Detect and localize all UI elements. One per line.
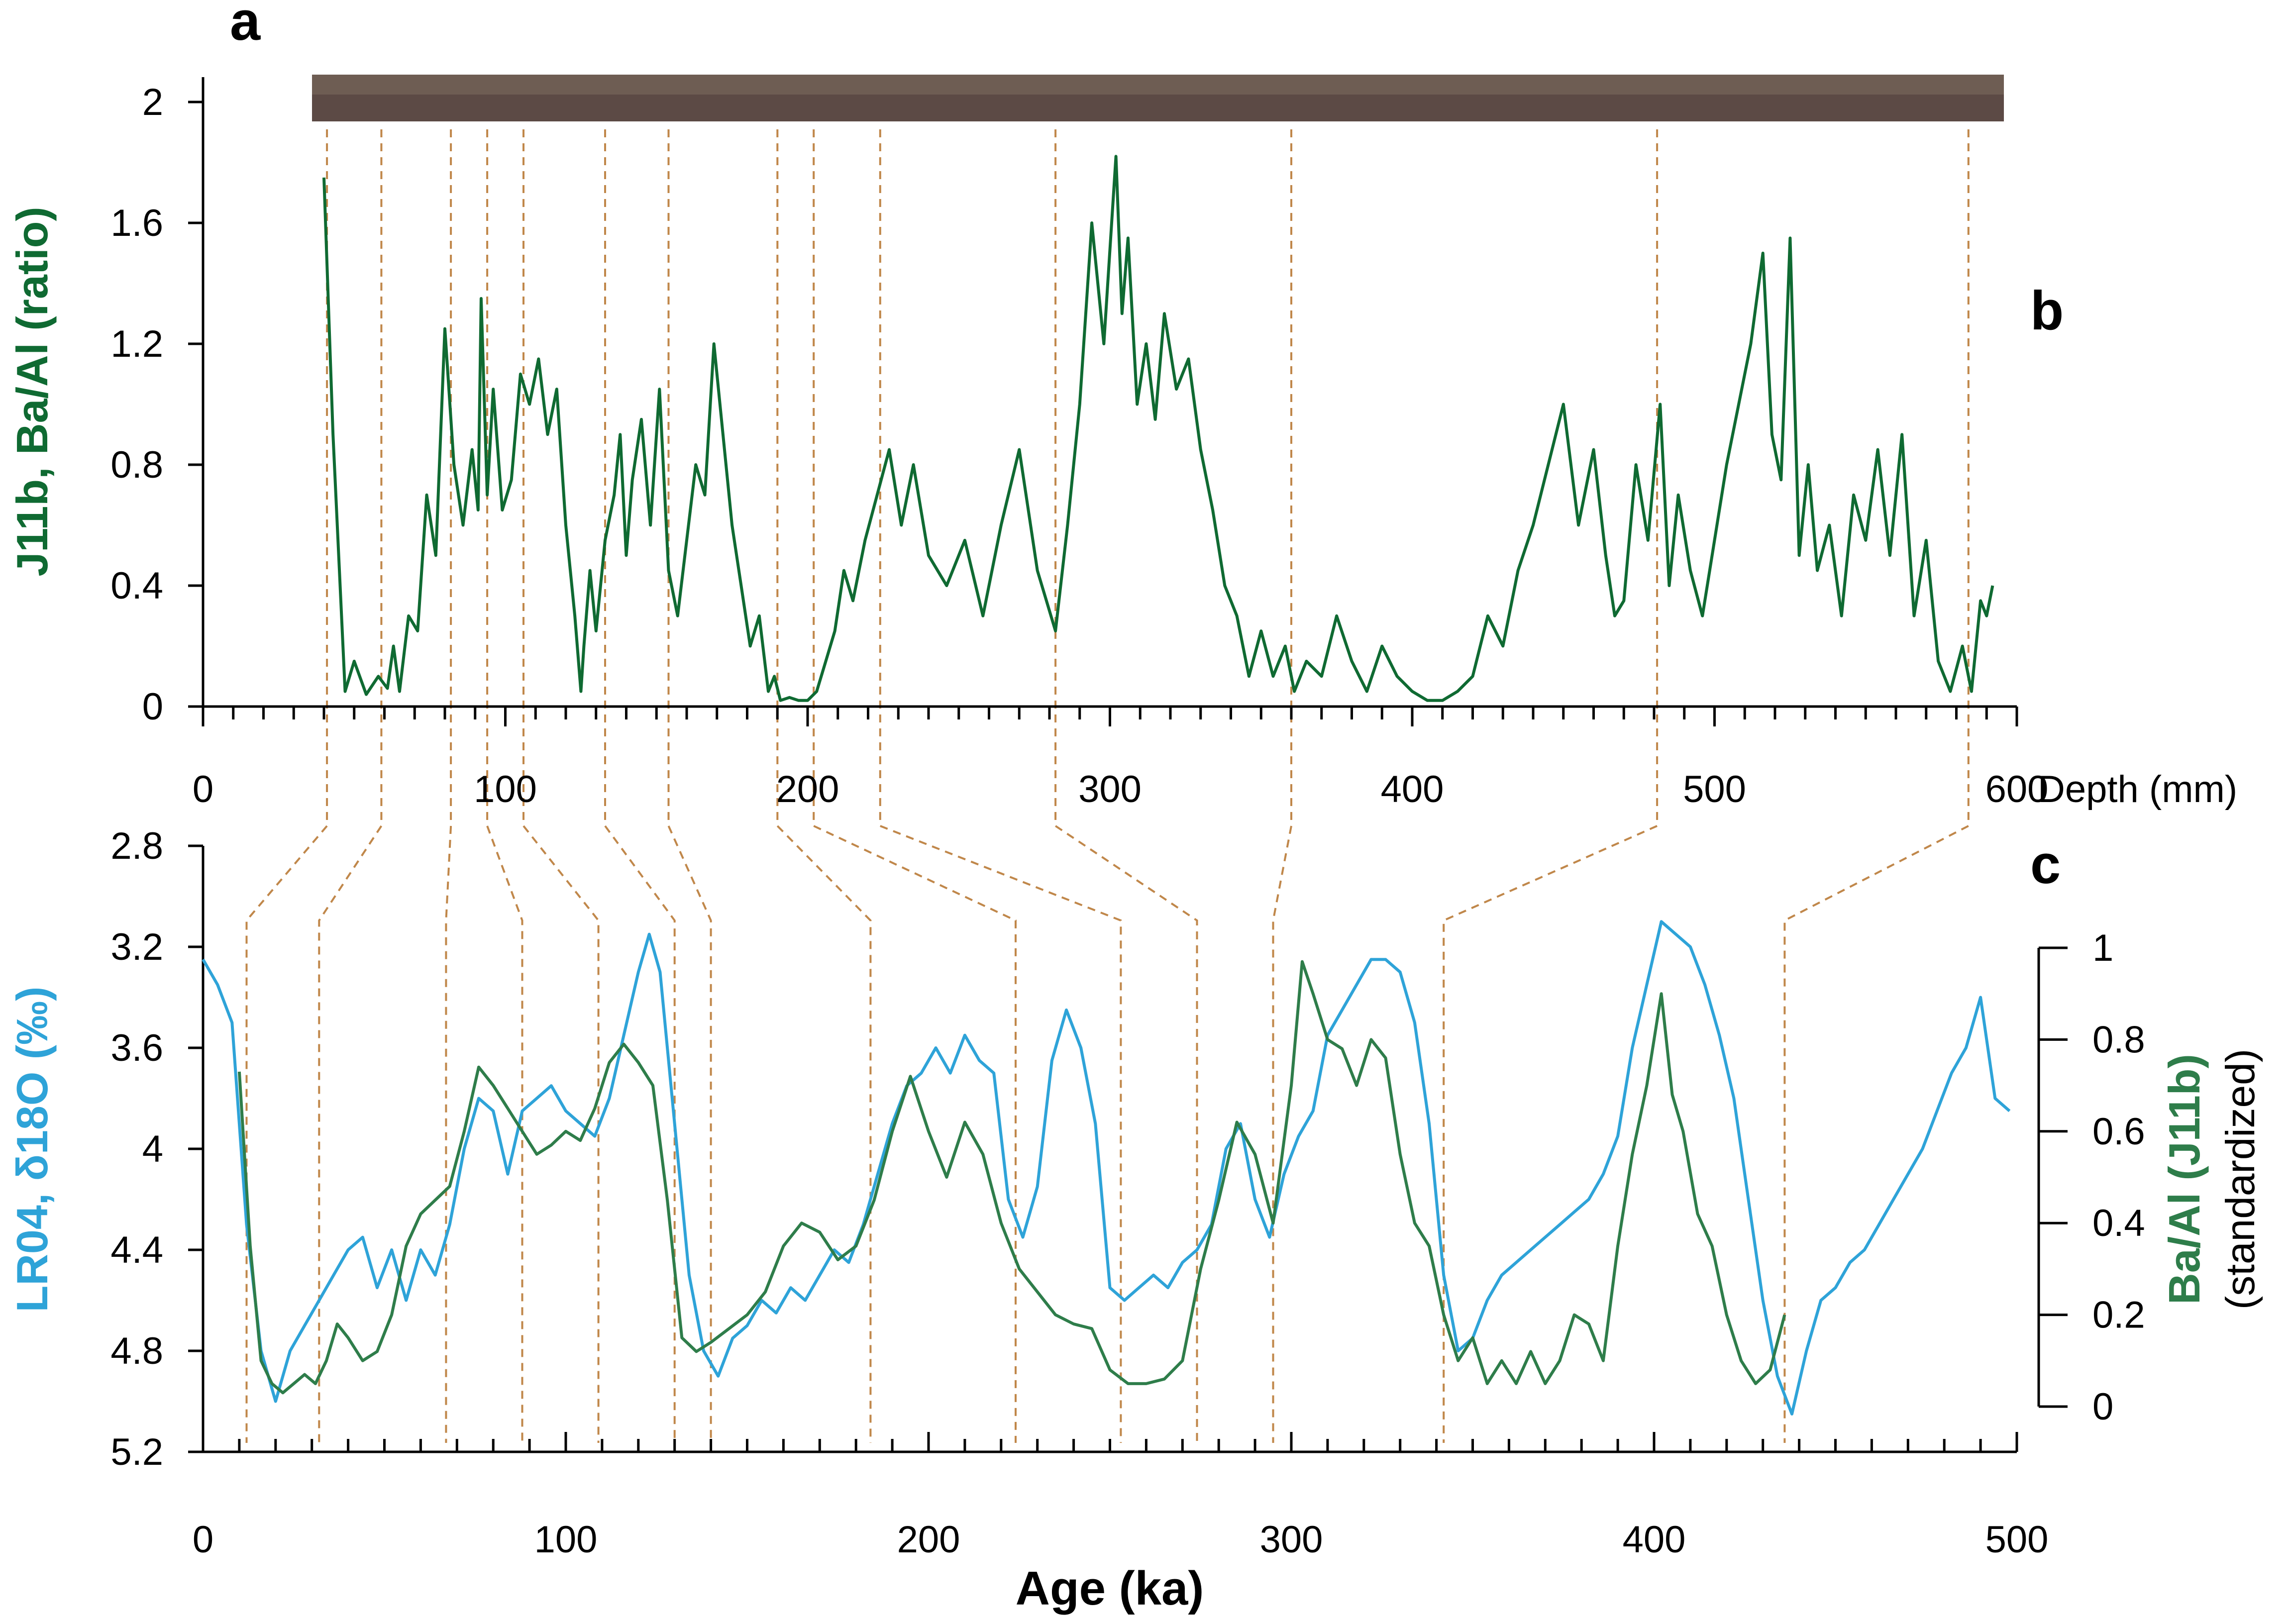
panel-b-chart: 0 0.4 0.8 1.2 1.6 2 0 100 200 300 400 500 600 J11b,… [7,77,2237,811]
panel-c-y-tick-label: 3.2 [110,926,163,968]
panel-c-lr04-line [202,920,2011,1416]
panel-b-x-tick-label: 400 [1381,768,1444,811]
tie-line [1443,129,1659,1443]
panel-b-x-tick-label: 500 [1683,768,1746,811]
core-photo-highlight [312,75,2004,95]
panel-c-y2-tick-label: 0.2 [2092,1294,2145,1336]
tie-line [1272,129,1292,1443]
panel-b-y-label: J11b, Ba/Al (ratio) [7,206,57,576]
panel-c-x-tick-label: 500 [1985,1519,2049,1561]
tie-line [1783,129,1970,1443]
panel-b-x-tick-label: 100 [474,768,537,811]
panel-label-c: c [2030,834,2061,895]
panel-c-y2-ticks: 0 0.2 0.4 0.6 0.8 1 [2039,927,2145,1428]
panel-c-y-tick-label: 3.6 [110,1027,163,1069]
panel-c-y2-tick-label: 0.4 [2092,1202,2145,1244]
panel-c-y-tick-label: 2.8 [110,825,163,867]
panel-b-ba-al-line [322,155,1994,702]
panel-c-y2-sublabel: (standardized) [2218,1049,2263,1310]
panel-b-y-tick-label: 2 [142,81,163,123]
panel-b-x-tick-label: 300 [1078,768,1142,811]
tie-line [879,129,1122,1443]
panel-b-y-tick-label: 1.2 [110,323,163,365]
panel-label-a: a [230,0,261,52]
tie-line [522,129,600,1443]
panel-label-b: b [2030,280,2064,341]
panel-b-x-tick-label: 200 [776,768,839,811]
panel-b-y-tick-label: 0.4 [110,565,163,607]
panel-b-y-tick-label: 1.6 [110,202,163,244]
panel-b-y-tick-label: 0 [142,686,163,728]
panel-c-x-tick-label: 400 [1623,1519,1686,1561]
panel-c-x-label: Age (ka) [1016,1562,1204,1615]
panel-c-x-tick-label: 0 [193,1519,213,1561]
panel-c-y-tick-label: 4.8 [110,1330,163,1372]
tie-line [667,129,712,1443]
tie-line [245,129,328,1443]
panel-c-x-tick-label: 100 [534,1519,598,1561]
panel-b-x-tick-label: 0 [193,768,213,811]
panel-c-y2-label: Ba/Al (J11b) [2160,1054,2209,1305]
panel-c-y-ticks: 2.8 3.2 3.6 4 4.4 4.8 5.2 [110,825,203,1473]
tie-line [445,129,452,1443]
panel-c-x-ticks: 0 100 200 300 400 500 [193,1432,2049,1561]
panel-b-y-ticks: 0 0.4 0.8 1.2 1.6 2 [110,81,203,728]
tie-line [318,129,383,1443]
panel-c-y2-tick-label: 0.6 [2092,1111,2145,1153]
tie-line [813,129,1017,1443]
panel-c-y-tick-label: 4 [142,1128,163,1170]
panel-c-x-tick-label: 200 [897,1519,960,1561]
panel-c-y-tick-label: 4.4 [110,1229,163,1271]
panel-c-chart: 2.8 3.2 3.6 4 4.4 4.8 5.2 0 0.2 0.4 0.6 0.8 1 0 100 2… [7,825,2263,1615]
panel-c-y-tick-label: 5.2 [110,1431,163,1473]
panel-c-y2-tick-label: 1 [2092,927,2113,969]
panel-c-x-tick-label: 300 [1260,1519,1323,1561]
tie-line [1054,129,1198,1443]
tie-line [776,129,872,1443]
panel-c-y2-tick-label: 0 [2092,1386,2113,1428]
panel-b-x-tick-label: 600 [1985,768,2049,811]
tie-line [604,129,676,1443]
panel-b-y-tick-label: 0.8 [110,444,163,486]
panel-c-ba-al-line [237,960,1786,1395]
panel-b-x-label: Depth (mm) [2038,768,2237,811]
panel-c-y-label: LR04, δ18O (‰) [7,987,57,1313]
panel-b-x-ticks: 0 100 200 300 400 500 600 [193,707,2049,811]
panel-c-y2-tick-label: 0.8 [2092,1018,2145,1061]
